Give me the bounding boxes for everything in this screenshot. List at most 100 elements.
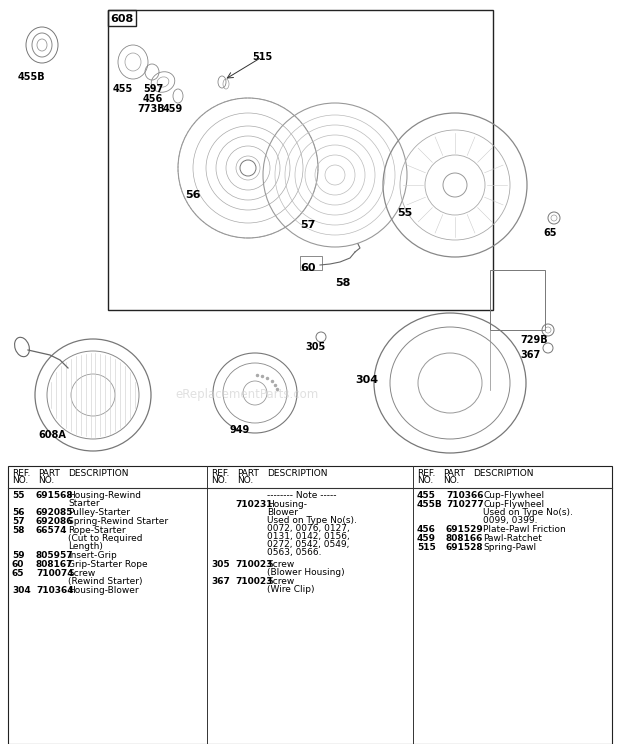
Text: 710366: 710366	[446, 491, 484, 500]
Text: NO.: NO.	[12, 476, 29, 485]
Text: Pawl-Ratchet: Pawl-Ratchet	[483, 534, 542, 543]
Text: REF.: REF.	[211, 469, 229, 478]
Text: Blower: Blower	[267, 508, 298, 517]
Text: 65: 65	[12, 569, 25, 578]
Bar	[8, 466, 612, 744]
Text: Cup-Flywheel: Cup-Flywheel	[483, 491, 544, 500]
Text: 692085: 692085	[36, 508, 74, 517]
Text: 456: 456	[417, 525, 436, 534]
Text: Housing-Blower: Housing-Blower	[68, 586, 139, 595]
Bar	[108, 10, 493, 310]
Text: (Cut to Required: (Cut to Required	[68, 534, 143, 543]
Text: 729B: 729B	[520, 335, 547, 345]
Text: NO.: NO.	[443, 476, 459, 485]
Text: 691528: 691528	[446, 543, 484, 552]
Text: 455: 455	[113, 84, 133, 94]
Bar	[108, 10, 136, 26]
Text: 459: 459	[417, 534, 436, 543]
Text: 60: 60	[300, 263, 316, 273]
Text: 455: 455	[417, 491, 436, 500]
Text: 0272, 0542, 0549,: 0272, 0542, 0549,	[267, 540, 350, 549]
Text: 0072, 0076, 0127,: 0072, 0076, 0127,	[267, 524, 350, 533]
Text: 773B: 773B	[137, 104, 165, 114]
Text: Screw: Screw	[267, 577, 294, 586]
Text: 710023: 710023	[235, 560, 272, 569]
Text: 692086: 692086	[36, 517, 74, 526]
Text: DESCRIPTION: DESCRIPTION	[473, 469, 533, 478]
Text: 304: 304	[355, 375, 378, 385]
Text: Used on Type No(s).: Used on Type No(s).	[483, 508, 573, 517]
Text: 0131, 0142, 0156,: 0131, 0142, 0156,	[267, 532, 350, 541]
Text: DESCRIPTION: DESCRIPTION	[267, 469, 327, 478]
Text: PART: PART	[443, 469, 465, 478]
Text: 56: 56	[185, 190, 200, 200]
Text: NO.: NO.	[38, 476, 55, 485]
Text: 305: 305	[305, 342, 326, 352]
Text: 808167: 808167	[36, 560, 74, 569]
Text: 367: 367	[520, 350, 540, 360]
Text: 305: 305	[211, 560, 229, 569]
Text: 805957: 805957	[36, 551, 74, 560]
Text: Housing-Rewind: Housing-Rewind	[68, 491, 141, 500]
Text: 65: 65	[543, 228, 557, 238]
Text: 59: 59	[12, 551, 25, 560]
Text: 456: 456	[143, 94, 163, 104]
Text: (Wire Clip): (Wire Clip)	[267, 585, 314, 594]
Text: 57: 57	[12, 517, 25, 526]
Text: 691529: 691529	[446, 525, 484, 534]
Bar	[490, 270, 545, 330]
Text: Spring-Rewind Starter: Spring-Rewind Starter	[68, 517, 168, 526]
Text: 55: 55	[12, 491, 25, 500]
Text: 58: 58	[12, 526, 25, 535]
Text: NO.: NO.	[237, 476, 253, 485]
Text: 56: 56	[12, 508, 25, 517]
Text: 710231: 710231	[235, 500, 273, 509]
Text: DESCRIPTION: DESCRIPTION	[68, 469, 128, 478]
Text: Cup-Flywheel: Cup-Flywheel	[483, 500, 544, 509]
Text: PART: PART	[237, 469, 259, 478]
Text: 55: 55	[397, 208, 412, 218]
Text: PART: PART	[38, 469, 60, 478]
Text: 949: 949	[230, 425, 250, 435]
Text: 304: 304	[12, 586, 31, 595]
Text: Starter: Starter	[68, 499, 100, 508]
Text: 691568: 691568	[36, 491, 74, 500]
Text: Length): Length)	[68, 542, 103, 551]
Text: Screw: Screw	[68, 569, 95, 578]
Text: Screw: Screw	[267, 560, 294, 569]
Text: 66574: 66574	[36, 526, 68, 535]
Text: 459: 459	[163, 104, 184, 114]
Text: 58: 58	[335, 278, 350, 288]
Text: Used on Type No(s).: Used on Type No(s).	[267, 516, 357, 525]
Text: 808166: 808166	[446, 534, 484, 543]
Text: (Blower Housing): (Blower Housing)	[267, 568, 345, 577]
Text: 597: 597	[143, 84, 163, 94]
Text: 455B: 455B	[18, 72, 46, 82]
Text: NO.: NO.	[417, 476, 433, 485]
Text: 0099, 0399.: 0099, 0399.	[483, 516, 538, 525]
Text: REF.: REF.	[12, 469, 30, 478]
Text: Pulley-Starter: Pulley-Starter	[68, 508, 130, 517]
Text: 608: 608	[110, 14, 133, 24]
Text: Spring-Pawl: Spring-Pawl	[483, 543, 536, 552]
Text: 515: 515	[252, 52, 272, 62]
Text: Plate-Pawl Friction: Plate-Pawl Friction	[483, 525, 565, 534]
Bar	[300, 256, 322, 270]
Text: Insert-Grip: Insert-Grip	[68, 551, 117, 560]
Text: 710277: 710277	[446, 500, 484, 509]
Text: 455B: 455B	[417, 500, 443, 509]
Text: (Rewind Starter): (Rewind Starter)	[68, 577, 143, 586]
Text: Housing-: Housing-	[267, 500, 307, 509]
Text: 710023: 710023	[235, 577, 272, 586]
Text: NO.: NO.	[211, 476, 228, 485]
Text: 710074: 710074	[36, 569, 74, 578]
Text: 60: 60	[12, 560, 24, 569]
Text: 515: 515	[417, 543, 436, 552]
Text: REF.: REF.	[417, 469, 435, 478]
Text: 710364: 710364	[36, 586, 74, 595]
Text: 367: 367	[211, 577, 230, 586]
Text: 608A: 608A	[38, 430, 66, 440]
Text: Rope-Starter: Rope-Starter	[68, 526, 126, 535]
Text: Grip-Starter Rope: Grip-Starter Rope	[68, 560, 148, 569]
Text: 0563, 0566.: 0563, 0566.	[267, 548, 322, 557]
